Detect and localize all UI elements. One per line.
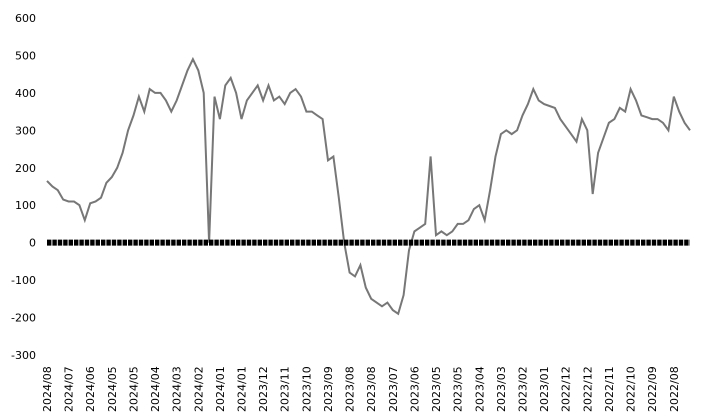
x-tick-label: 2022/09 <box>646 366 659 412</box>
y-tick-label: 300 <box>15 124 36 137</box>
x-tick-label: 2023/08 <box>344 366 357 412</box>
y-tick-label: 0 <box>29 237 36 250</box>
line-series <box>46 56 691 316</box>
y-tick-label: 200 <box>15 162 36 175</box>
y-tick-label: -300 <box>11 349 36 362</box>
x-tick-label: 2022/10 <box>625 366 638 412</box>
x-tick-label: 2023/06 <box>408 366 421 412</box>
x-tick-label: 2023/10 <box>300 366 313 412</box>
x-tick-label: 2022/12 <box>581 366 594 412</box>
x-tick-label: 2024/05 <box>127 366 140 412</box>
x-tick-label: 2024/01 <box>214 366 227 412</box>
y-tick-label: 400 <box>15 87 36 100</box>
x-tick-label: 2024/08 <box>41 366 54 412</box>
x-tick-label: 2023/03 <box>495 366 508 412</box>
y-tick-label: 600 <box>15 12 36 25</box>
x-tick-label: 2023/11 <box>279 366 292 412</box>
x-tick-label: 2023/07 <box>387 366 400 412</box>
x-tick-label: 2023/09 <box>322 366 335 412</box>
x-tick-label: 2023/05 <box>452 366 465 412</box>
x-tick-label: 2024/05 <box>106 366 119 412</box>
y-tick-label: 100 <box>15 199 36 212</box>
x-tick-label: 2023/05 <box>430 366 443 412</box>
y-tick-label: -100 <box>11 274 36 287</box>
x-tick-label: 2023/02 <box>516 366 529 412</box>
y-tick-label: -200 <box>11 312 36 325</box>
x-tick-label: 2024/01 <box>236 366 249 412</box>
x-tick-label: 2024/04 <box>149 366 162 412</box>
x-tick-label: 2022/11 <box>603 366 616 412</box>
x-tick-label: 2022/12 <box>560 366 573 412</box>
x-tick-label: 2024/07 <box>63 366 76 412</box>
y-tick-label: 500 <box>15 49 36 62</box>
x-tick-label: 2024/03 <box>171 366 184 412</box>
x-tick-label: 2023/12 <box>257 366 270 412</box>
x-tick-label: 2024/06 <box>84 366 97 412</box>
x-tick-label: 2022/08 <box>668 366 681 412</box>
x-tick-label: 2023/04 <box>473 366 486 412</box>
x-tick-label: 2023/01 <box>538 366 551 412</box>
x-tick-label: 2024/02 <box>192 366 205 412</box>
x-tick-label: 2023/08 <box>365 366 378 412</box>
